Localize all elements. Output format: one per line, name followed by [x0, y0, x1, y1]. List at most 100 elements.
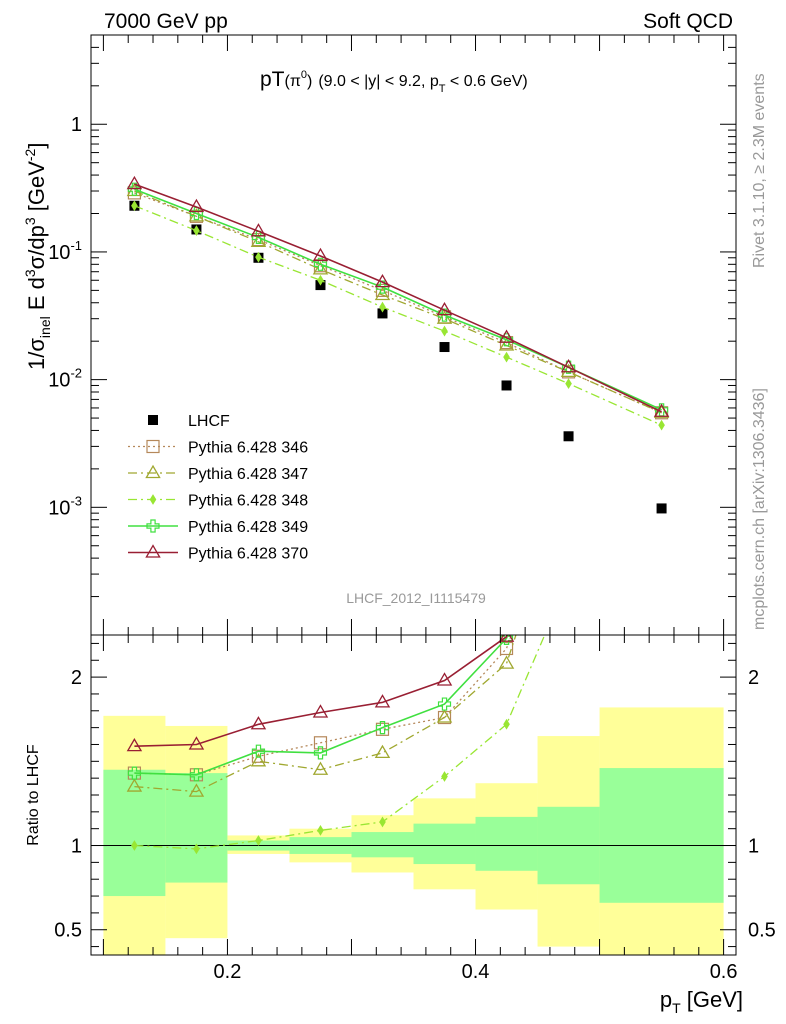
main-data-point — [439, 342, 450, 353]
y-label-part-e: ] — [24, 143, 49, 149]
ratio-y-tick-label-left: 0.5 — [54, 920, 82, 942]
ratio-data-point — [379, 816, 386, 828]
main-data-point — [374, 273, 391, 288]
legend-entry-3: Pythia 6.428 348 — [128, 493, 308, 510]
legend-label: LHCF — [188, 413, 230, 430]
open-square-marker — [146, 439, 160, 454]
ratio-data-point — [250, 753, 267, 767]
legend-entry-1: Pythia 6.428 346 — [128, 440, 308, 457]
square-marker — [563, 431, 574, 442]
ratio-data-point — [374, 744, 391, 759]
main-data-point — [317, 274, 324, 286]
ratio-data-point — [313, 736, 328, 750]
open-triangle-marker — [560, 359, 577, 373]
x-label-part-b: [GeV] — [681, 987, 743, 1012]
diamond-marker — [193, 225, 200, 236]
ratio-y-tick-label-left: 1 — [71, 836, 82, 858]
diamond-marker — [441, 325, 448, 337]
diamond-marker — [317, 824, 324, 836]
main-data-point — [499, 333, 514, 347]
ratio-y-tick-label-right: 2 — [748, 667, 759, 689]
open-triangle-marker — [250, 716, 267, 730]
open-square-marker — [499, 641, 514, 656]
plot-title-cuts-sub: T — [439, 83, 446, 95]
main-data-point — [131, 200, 138, 212]
ratio-data-point — [313, 746, 328, 760]
ratio-y-axis-label: Ratio to LHCF — [25, 744, 42, 846]
open-triangle-marker — [374, 286, 391, 301]
y-label-part-a-sub: inel — [37, 316, 53, 338]
plot-title-particle-sup: 0 — [301, 69, 307, 81]
ratio-data-point — [188, 783, 205, 797]
header-category-label: Soft QCD — [643, 10, 733, 33]
ratio-series-layer — [126, 635, 546, 855]
ratio-series-line — [134, 635, 509, 776]
legend-label: Pythia 6.428 346 — [188, 440, 308, 457]
main-data-point — [498, 337, 515, 351]
open-cross-marker — [146, 519, 160, 533]
y-label-part-a: 1/σ — [24, 338, 49, 370]
legend-marker — [145, 544, 161, 558]
open-triangle-marker — [312, 761, 329, 775]
plot-title-cuts: (9.0 < |y| < 9.2, p — [318, 73, 438, 90]
main-data-point — [313, 257, 328, 271]
ratio-series-4 — [126, 635, 515, 752]
open-cross-marker — [127, 766, 142, 780]
square-marker — [439, 342, 450, 353]
ratio-data-point — [436, 672, 453, 686]
ratio-data-point — [189, 768, 204, 782]
main-data-point — [255, 251, 262, 263]
main-data-point — [188, 198, 205, 213]
ratio-series-line — [134, 635, 517, 793]
ratio-data-point — [127, 766, 142, 780]
plot-title-main: pT — [260, 68, 285, 91]
open-triangle-marker — [436, 672, 453, 686]
square-marker — [148, 415, 158, 425]
main-series-4 — [127, 182, 669, 417]
open-triangle-marker — [498, 329, 515, 343]
legend-marker — [146, 519, 160, 533]
open-triangle-marker — [312, 704, 329, 718]
ratio-y-tick-label-right: 1 — [748, 836, 759, 858]
ratio-y-tick-label-right: 0.5 — [748, 920, 776, 942]
legend-marker — [146, 439, 160, 454]
main-data-point — [312, 247, 329, 262]
main-series-line — [134, 188, 662, 411]
ratio-inner-band-6 — [475, 816, 538, 871]
open-triangle-marker — [188, 736, 205, 750]
open-triangle-marker — [498, 655, 515, 669]
y-tick-label: 10-1 — [48, 238, 82, 264]
main-series-line — [134, 183, 662, 413]
main-series-line — [134, 192, 662, 414]
open-triangle-marker — [653, 403, 670, 417]
main-data-point — [501, 380, 512, 391]
open-triangle-marker — [145, 464, 161, 479]
ratio-data-point — [126, 737, 143, 752]
ratio-data-point — [375, 721, 390, 735]
legend-entry-4: Pythia 6.428 349 — [128, 519, 308, 536]
ratio-series-line — [134, 635, 508, 747]
main-data-point — [193, 225, 200, 236]
y-label-part-c: σ/dp — [24, 225, 49, 269]
y-label-part-d-sup: -2 — [22, 148, 38, 161]
open-cross-marker — [189, 768, 204, 782]
main-data-point — [560, 359, 577, 373]
x-label-sub: T — [672, 1000, 681, 1016]
main-data-point — [498, 329, 515, 343]
open-triangle-marker — [126, 737, 143, 752]
diamond-marker — [149, 494, 157, 505]
main-data-point — [563, 431, 574, 442]
ratio-series-3 — [127, 635, 514, 782]
open-triangle-marker — [374, 273, 391, 288]
ratio-data-point — [374, 694, 391, 708]
main-data-point — [250, 233, 267, 247]
main-data-point — [379, 301, 386, 313]
diamond-marker — [503, 718, 510, 730]
ratio-series-2 — [131, 635, 546, 855]
diamond-marker — [255, 835, 262, 846]
x-axis-label: pT [GeV] — [660, 987, 743, 1016]
open-triangle-marker — [312, 261, 329, 275]
ratio-data-point — [188, 736, 205, 750]
legend-label: Pythia 6.428 370 — [188, 546, 308, 563]
